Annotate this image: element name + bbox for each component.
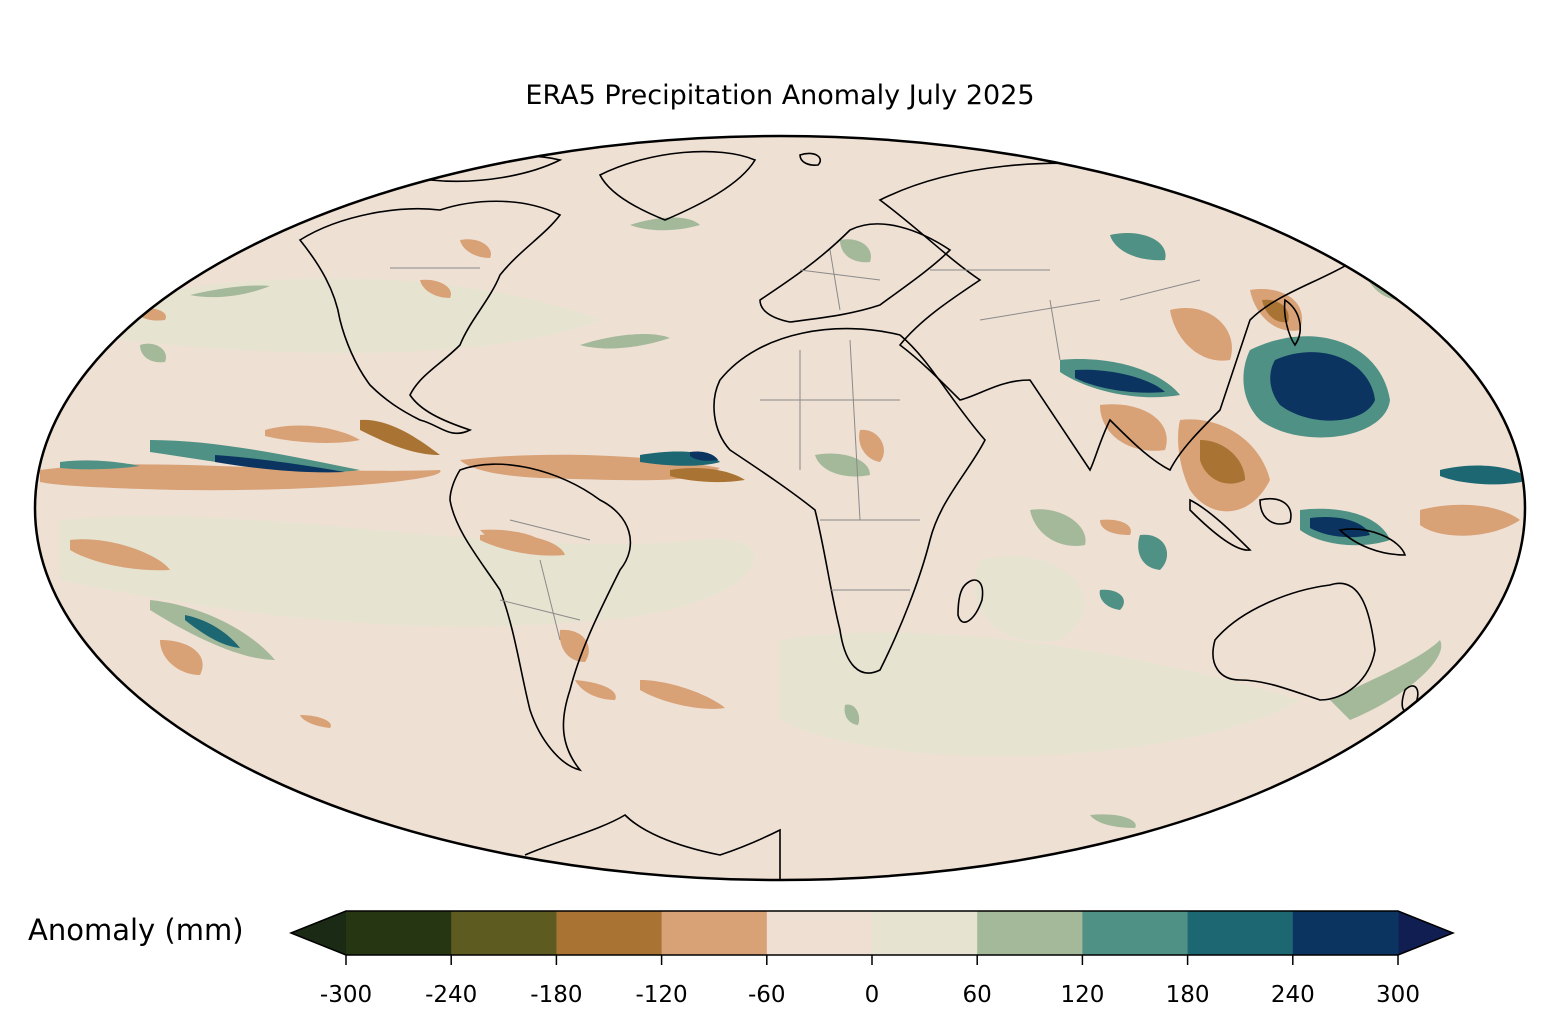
africa-coast [713, 327, 986, 674]
colorbar-bin [556, 911, 663, 955]
globe-outline [33, 134, 1527, 882]
south-america-borders [499, 519, 591, 641]
north-pacific-wet [140, 343, 166, 363]
colorbar-tick-label: 0 [864, 982, 880, 1008]
colorbar-bin [766, 911, 873, 955]
sumatra-coast [1189, 498, 1252, 551]
south-pacific-dry [160, 640, 203, 675]
south-pacific-wet-core [185, 615, 240, 648]
colorbar-bin [661, 911, 768, 955]
itcz-wet-band [1440, 465, 1525, 485]
coastlines [298, 150, 1419, 880]
colorbar-bin [451, 911, 557, 955]
new-guinea-coast [1338, 528, 1407, 556]
asia-borders [930, 269, 1201, 361]
colorbar-over-arrow [1398, 911, 1453, 955]
maritime-strong-wet [1310, 516, 1370, 538]
colorbar-bin [1082, 911, 1189, 955]
map-title: ERA5 Precipitation Anomaly July 2025 [525, 80, 1035, 111]
india-dry [1100, 404, 1167, 451]
south-pacific-dry [70, 539, 170, 571]
south-america-coast [449, 463, 632, 772]
southern-ocean-wet [844, 704, 860, 725]
atlantic-wet-core [690, 451, 718, 461]
west-pacific-strong-wet [1270, 352, 1375, 421]
itcz-dry-band [265, 425, 360, 443]
indian-ocean-wet [1138, 534, 1168, 570]
colorbar-under-arrow [291, 911, 346, 955]
siberia-wet [1110, 232, 1166, 261]
east-asia-dry [1170, 308, 1232, 361]
weak-positive-patch [120, 278, 600, 354]
colorbar-bin [1292, 911, 1399, 955]
africa-borders [760, 339, 920, 591]
borneo-coast [1259, 498, 1292, 525]
north-atlantic-dry [460, 239, 491, 258]
colorbar-tick-label: 300 [1376, 982, 1420, 1008]
indian-ocean-wet [1030, 509, 1086, 546]
north-pacific-wet [190, 285, 270, 298]
colorbar-bin [1187, 911, 1294, 955]
weak-positive-patch [780, 632, 1300, 757]
colorbar-tick-label: -180 [530, 982, 583, 1008]
itcz-wet-band [60, 460, 140, 470]
colorbar-bin [872, 911, 978, 955]
colorbar-tick-label: -300 [319, 982, 373, 1008]
north-america-coast [298, 200, 562, 435]
colorbar-tick-label: 60 [962, 982, 992, 1008]
europe-wet [840, 239, 871, 263]
atlantic-dry-band [670, 468, 745, 483]
anomaly-field [40, 217, 1525, 828]
colorbar [288, 910, 1456, 965]
colorbar-tick-label: 120 [1060, 982, 1105, 1008]
country-borders [390, 249, 1201, 641]
colorbar-bin [346, 911, 452, 955]
itcz-wet-band [150, 440, 360, 473]
southeast-asia-dry-core [1200, 440, 1245, 484]
colorbar-bin [977, 911, 1083, 955]
svalbard-coast [799, 152, 822, 166]
antarctica-coast [524, 813, 781, 880]
arctic-wet [630, 217, 700, 231]
south-pacific-dry [300, 715, 331, 728]
colorbar-tick-label: -240 [425, 982, 478, 1008]
europe-borders [799, 249, 881, 311]
colorbar-tick-label: 240 [1270, 982, 1315, 1008]
south-america-dry [480, 529, 545, 546]
greenland-coast [598, 150, 757, 221]
itcz-dry-band [360, 419, 440, 455]
indian-ocean-wet [1099, 589, 1124, 610]
madagascar-coast [957, 579, 984, 623]
south-pacific-dry [1420, 504, 1520, 536]
southern-ocean-wet [1090, 814, 1136, 828]
colorbar-label: Anomaly (mm) [28, 913, 244, 947]
south-atlantic-dry [575, 680, 616, 700]
indian-ocean-dry [1100, 519, 1131, 535]
weak-positive-patch [974, 556, 1085, 642]
colorbar-tick-label: 180 [1165, 982, 1210, 1008]
weak-positive-patch [60, 515, 755, 627]
globe-background [35, 136, 1525, 880]
north-america-dry [420, 279, 451, 298]
australia-coast [1212, 582, 1376, 701]
east-asia-strong-wet [1075, 369, 1165, 393]
south-atlantic-dry [640, 680, 725, 709]
southwest-pacific-wet [1330, 640, 1442, 720]
itcz-strong-wet [215, 455, 345, 473]
europe-coast [759, 223, 952, 323]
japan-coast [1283, 298, 1301, 347]
sahel-dry [859, 429, 884, 462]
north-atlantic-wet [580, 334, 670, 349]
colorbar-tick-label: -120 [635, 982, 688, 1008]
colorbar-tick-label: -60 [748, 982, 786, 1008]
